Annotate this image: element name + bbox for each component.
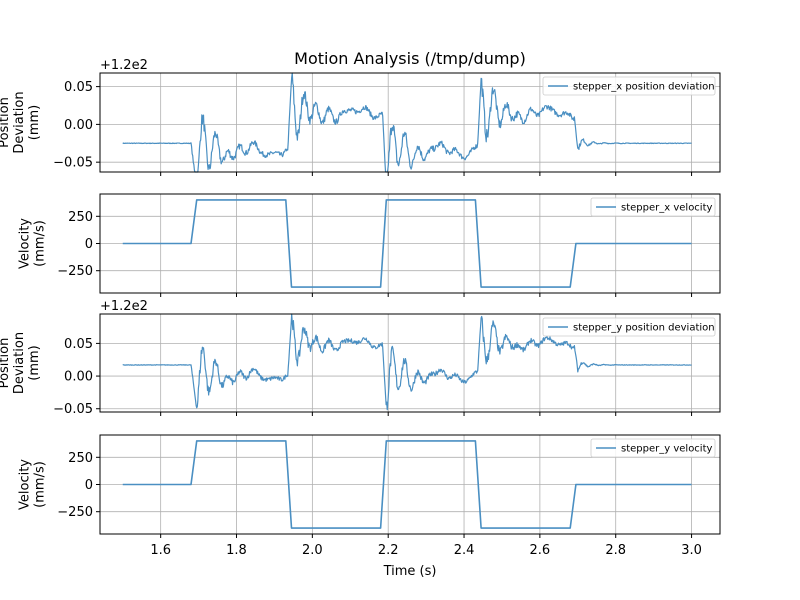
- y-tick-label: 0: [85, 237, 93, 252]
- y-axis-label-line: (mm/s): [33, 461, 48, 508]
- subplot-3: 0.05 0.00 −0.05 +1.2e2 PositionDeviation(mm)…: [0, 299, 721, 417]
- series-line-stepper_x-position-deviation: [122, 72, 692, 173]
- legend-entry: stepper_y velocity: [621, 444, 713, 455]
- legend-box: [542, 76, 716, 96]
- y-axis-label: PositionDeviation(mm): [0, 91, 42, 153]
- y-tick-label: −0.05: [53, 402, 93, 417]
- x-tick-label: 2.8: [605, 543, 626, 558]
- axes-frame: [99, 72, 721, 173]
- x-tick-label: 1.8: [226, 543, 247, 558]
- y-axis-label-line: Deviation: [12, 332, 27, 394]
- x-tick-label: 1.6: [150, 543, 171, 558]
- x-tick-label: 3.0: [681, 543, 702, 558]
- legend-box: [542, 317, 716, 337]
- y-axis-label-line: Position: [0, 338, 12, 389]
- y-tick-label: −250: [57, 505, 93, 520]
- subplot-4: 250 0 −250 1.6 1.8 2.0 2.2 2.4 2.6 2.8 3.0 Velocity…: [18, 434, 721, 579]
- legend-entry: stepper_x position deviation: [573, 82, 715, 93]
- legend-box: [590, 197, 716, 217]
- y-axis-label-line: Deviation: [12, 91, 27, 153]
- series-line-stepper_y-position-deviation: [122, 313, 692, 411]
- y-tick-label: −250: [57, 264, 93, 279]
- y-tick-label: 0: [85, 478, 93, 493]
- y-axis-label-line: (mm/s): [33, 220, 48, 267]
- legend: stepper_y position deviation: [542, 317, 716, 337]
- axes-frame: [99, 313, 721, 413]
- subplot-1: 0.05 0.00 −0.05 +1.2e2 PositionDeviation(mm)…: [0, 58, 721, 176]
- y-tick-label: 0.00: [64, 370, 93, 385]
- y-axis-label-line: Velocity: [18, 459, 33, 510]
- figure-title: Motion Analysis (/tmp/dump): [294, 49, 526, 68]
- subplot-2: 250 0 −250 Velocity(mm/s) stepper_x velocity: [18, 193, 721, 297]
- legend-entry: stepper_x velocity: [621, 203, 713, 214]
- y-tick-label: 0.00: [64, 118, 93, 133]
- y-axis-label-line: (mm): [27, 345, 42, 380]
- y-offset-label: +1.2e2: [100, 299, 148, 314]
- y-axis-label-line: (mm): [27, 105, 42, 140]
- legend: stepper_y velocity: [590, 438, 716, 458]
- y-axis-label: PositionDeviation(mm): [0, 332, 42, 394]
- legend-entry: stepper_y position deviation: [573, 323, 715, 334]
- legend: stepper_x position deviation: [542, 76, 716, 96]
- y-axis-label-line: Velocity: [18, 218, 33, 269]
- y-axis-label: Velocity(mm/s): [18, 218, 48, 269]
- series-line-stepper_x-velocity: [122, 199, 692, 288]
- y-axis-label-line: Position: [0, 97, 12, 148]
- x-tick-label: 2.0: [302, 543, 323, 558]
- x-tick-label: 2.6: [530, 543, 551, 558]
- legend: stepper_x velocity: [590, 197, 716, 217]
- x-axis-label: Time (s): [383, 564, 437, 579]
- y-tick-label: 0.05: [64, 337, 93, 352]
- y-tick-label: −0.05: [53, 156, 93, 171]
- y-tick-label: 250: [68, 451, 93, 466]
- y-offset-label: +1.2e2: [100, 58, 148, 73]
- y-tick-label: 0.05: [64, 80, 93, 95]
- x-tick-label: 2.4: [454, 543, 475, 558]
- x-tick-label: 2.2: [378, 543, 399, 558]
- legend-box: [590, 438, 716, 458]
- y-tick-label: 250: [68, 210, 93, 225]
- y-axis-label: Velocity(mm/s): [18, 459, 48, 510]
- series-line-stepper_y-velocity: [122, 440, 692, 529]
